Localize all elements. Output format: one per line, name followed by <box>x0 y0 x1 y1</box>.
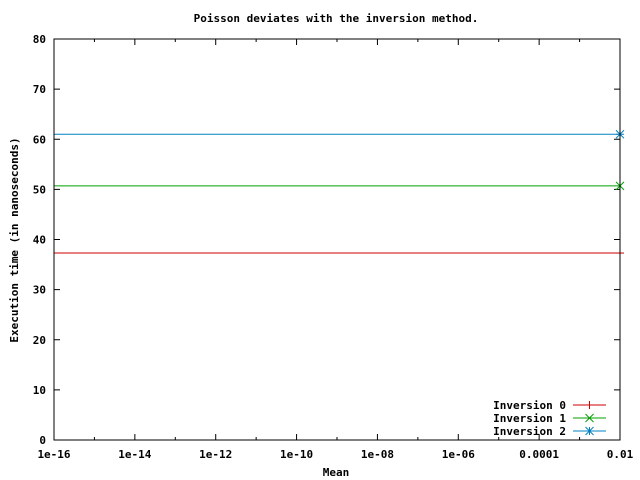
legend-label: Inversion 0 <box>493 399 566 412</box>
y-tick-label: 60 <box>33 133 46 146</box>
legend-label: Inversion 2 <box>493 425 566 438</box>
y-tick-label: 30 <box>33 284 46 297</box>
legend-marker <box>585 426 594 436</box>
legend-label: Inversion 1 <box>493 412 566 425</box>
x-tick-label: 1e-06 <box>442 448 475 461</box>
x-tick-label: 1e-10 <box>280 448 313 461</box>
series <box>54 129 625 258</box>
y-tick-label: 40 <box>33 234 46 247</box>
y-tick-label: 0 <box>39 434 46 447</box>
y-tick-label: 50 <box>33 183 46 196</box>
y-tick-label: 10 <box>33 384 46 397</box>
plot-frame <box>53 38 621 441</box>
y-tick-label: 20 <box>33 334 46 347</box>
x-tick-label: 1e-08 <box>361 448 394 461</box>
legend-marker <box>585 413 594 423</box>
y-tick-label: 70 <box>33 83 46 96</box>
x-tick-label: 0.0001 <box>519 448 559 461</box>
x-tick-label: 1e-14 <box>118 448 151 461</box>
chart-title: Poisson deviates with the inversion meth… <box>194 12 479 25</box>
x-tick-label: 1e-16 <box>37 448 70 461</box>
y-tick-label: 80 <box>33 33 46 46</box>
x-tick-label: 1e-12 <box>199 448 232 461</box>
ticks: 0 10 20 30 40 50 60 70 80 1e-16 1e-14 1e-12 1e-10 1e-… <box>33 33 634 461</box>
y-axis-label: Execution time (in nanoseconds) <box>8 137 21 342</box>
x-axis-label: Mean <box>323 466 350 479</box>
x-tick-label: 0.01 <box>607 448 634 461</box>
legend-marker <box>585 401 594 409</box>
